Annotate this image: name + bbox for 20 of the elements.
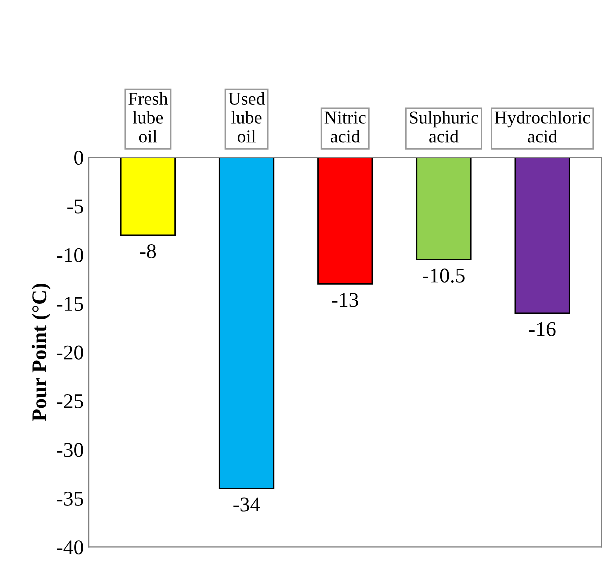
data-label: -10.5 (423, 268, 465, 283)
y-tick-label: -10 (57, 248, 84, 262)
x-tick-label: Nitric acid (324, 112, 366, 143)
x-tick-label: Used lube oil (228, 92, 266, 143)
y-tick-label: -5 (68, 200, 84, 214)
data-label: -8 (140, 244, 156, 258)
y-tick-label: -20 (57, 346, 84, 360)
y-tick-label: 0 (74, 150, 84, 166)
x-tick-label: Hydrochloric acid (494, 111, 590, 143)
y-tick-label: -35 (57, 492, 84, 506)
x-tick-label: Fresh lube oil (128, 92, 168, 143)
data-label: -13 (332, 293, 358, 308)
y-tick-label: -40 (57, 540, 84, 555)
y-axis-title: Pour Point (°C) (32, 284, 51, 422)
y-tick-label: -30 (57, 443, 84, 458)
y-tick-label: -25 (57, 394, 84, 409)
x-tick-label: Sulphuric acid (410, 111, 479, 143)
y-tick-label: -15 (57, 297, 84, 312)
data-label: -34 (234, 498, 260, 512)
data-label: -16 (529, 322, 556, 336)
